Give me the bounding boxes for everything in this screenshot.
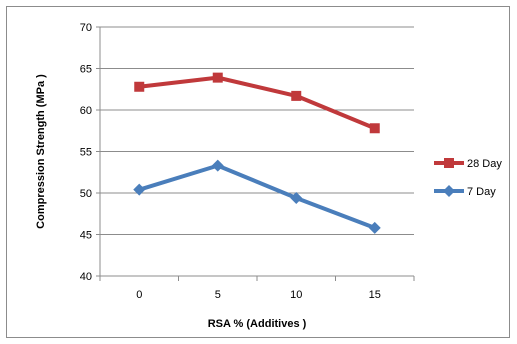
y-tick-label-70: 70 [80, 22, 92, 34]
y-tick-label-50: 50 [80, 188, 92, 200]
chart-frame [6, 6, 510, 338]
legend-label-7-day: 7 Day [467, 186, 496, 198]
y-tick-label-65: 65 [80, 64, 92, 76]
data-point-7-day-5 [211, 159, 224, 172]
x-tick-label-0: 0 [136, 289, 142, 301]
legend-marker-28-day [444, 158, 454, 168]
data-point-28-day-0 [134, 81, 145, 92]
data-point-7-day-0 [133, 183, 146, 196]
y-tick-label-55: 55 [80, 147, 92, 159]
x-axis-title: RSA % (Additives ) [208, 318, 307, 330]
series-line-7-day [137, 163, 377, 230]
y-tick-label-40: 40 [80, 271, 92, 283]
data-point-7-day-15 [368, 221, 381, 234]
y-axis-title: Compression Strength (MPa ) [35, 74, 47, 229]
x-tick-label-10: 10 [290, 289, 302, 301]
data-point-28-day-5 [212, 72, 223, 83]
data-point-28-day-15 [369, 123, 380, 134]
x-tick-label-15: 15 [369, 289, 381, 301]
legend-marker-7-day [443, 185, 455, 197]
data-point-28-day-10 [291, 90, 302, 101]
data-point-7-day-10 [290, 191, 303, 204]
y-tick-label-45: 45 [80, 230, 92, 242]
series-line-28-day [137, 75, 377, 131]
y-tick-label-60: 60 [80, 105, 92, 117]
x-tick-label-5: 5 [215, 289, 221, 301]
legend-label-28-day: 28 Day [467, 158, 502, 170]
